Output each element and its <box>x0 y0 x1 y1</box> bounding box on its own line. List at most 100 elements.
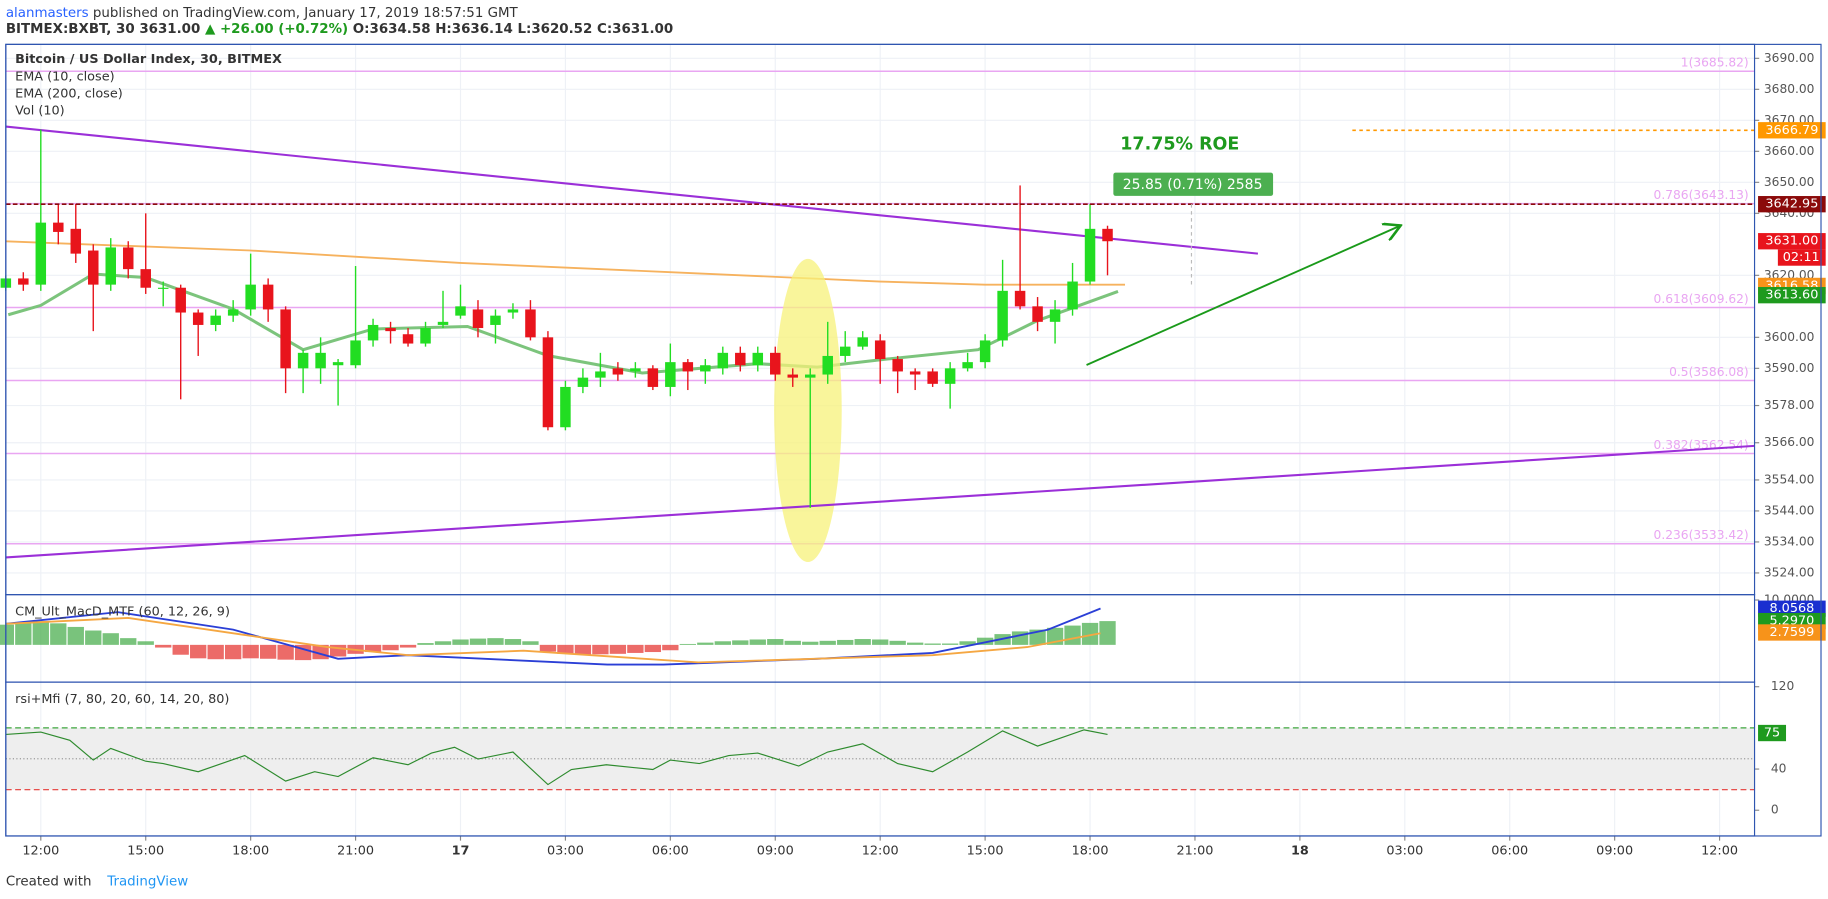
histogram-bar <box>32 621 49 645</box>
histogram-bar <box>452 639 469 645</box>
histogram-bar <box>155 644 172 648</box>
candle-body <box>367 324 379 341</box>
x-tick-label: 06:00 <box>652 844 689 859</box>
candle-body <box>804 374 816 378</box>
candle-body <box>472 309 484 329</box>
histogram-bar <box>67 626 84 645</box>
y-tick-label: 3544.00 <box>1764 503 1815 517</box>
candle-body <box>105 247 116 285</box>
histogram-bar <box>732 640 749 645</box>
candle-body <box>1084 228 1096 282</box>
histogram-bar <box>137 641 154 645</box>
histogram-bar <box>190 644 207 659</box>
price-badge <box>1758 233 1826 250</box>
candle-body <box>787 374 799 378</box>
countdown-label: 02:11 <box>1783 250 1820 265</box>
candle-body <box>560 386 571 428</box>
histogram-bar <box>225 644 242 660</box>
histogram-bar <box>487 638 504 645</box>
countdown-badge <box>1777 249 1826 266</box>
candle-body <box>857 337 868 347</box>
last: 3631.00 <box>139 22 200 37</box>
fib-label: 0.786(3643.13) <box>1654 188 1749 202</box>
x-tick-label: 09:00 <box>757 844 794 859</box>
y-tick-label: 120 <box>1771 679 1794 693</box>
chart-title: Bitcoin / US Dollar Index, 30, BITMEX <box>15 52 282 67</box>
histogram-bar <box>0 624 14 645</box>
candle-body <box>1067 281 1078 310</box>
candle-body <box>1102 228 1113 242</box>
candle-body <box>717 352 729 369</box>
histogram-bar <box>522 641 539 645</box>
candle-body <box>245 284 256 310</box>
footer-created: Created with <box>6 874 92 889</box>
y-tick-label: 3660.00 <box>1764 144 1815 158</box>
candle-body <box>595 371 606 378</box>
panel-title: CM_Ult_MacD_MTF (60, 12, 26, 9) <box>15 605 230 620</box>
histogram-bar <box>382 644 399 651</box>
histogram-bar <box>1081 622 1099 645</box>
price-badge-label: 3666.79 <box>1765 123 1818 138</box>
histogram-bar <box>644 644 662 653</box>
y-tick-label: 3680.00 <box>1764 82 1815 96</box>
candle-body <box>70 228 82 254</box>
plot-layer: 12:00 15:00 18:00 21:00 17 03:00 06:00 09:00 12:… <box>0 44 1826 859</box>
candle-body <box>700 365 711 372</box>
fib-label: 1(3685.82) <box>1681 56 1749 70</box>
value-badge-label: 75 <box>1764 726 1780 741</box>
y-tick-label: 40 <box>1771 762 1787 776</box>
candle-body <box>577 377 589 387</box>
footer-brand[interactable]: TradingView <box>106 874 188 889</box>
price-badge-label: 3631.00 <box>1765 234 1818 249</box>
candle-body <box>927 371 938 384</box>
histogram-bar <box>277 644 294 660</box>
histogram-bar <box>907 642 924 645</box>
candle-body <box>332 362 344 366</box>
trend-line <box>5 125 1259 255</box>
price-badge <box>1758 122 1826 139</box>
candle-body <box>752 352 764 366</box>
candle-body <box>53 222 64 232</box>
price-badge-label: 3613.60 <box>1765 288 1818 303</box>
open: O:3634.58 <box>353 22 431 37</box>
candle-body <box>1014 290 1026 307</box>
x-tick-label: 17 <box>452 844 470 859</box>
histogram-bar <box>749 639 766 645</box>
x-tick-label: 03:00 <box>1386 844 1423 859</box>
histogram-bar <box>819 640 836 645</box>
price-badge <box>1758 624 1826 641</box>
candle-body <box>88 250 99 285</box>
published: published on TradingView.com, January 17… <box>93 6 519 21</box>
candle-body <box>1032 306 1043 322</box>
histogram-bar <box>1064 625 1081 645</box>
histogram-bar <box>837 639 854 645</box>
candle-body <box>385 328 396 332</box>
author[interactable]: alanmasters <box>6 6 89 21</box>
histogram-bar <box>872 639 889 645</box>
candle-body <box>962 362 973 369</box>
change: ▲ +26.00 (+0.72%) <box>205 22 348 37</box>
histogram-bar <box>784 640 801 645</box>
macd-line <box>5 607 1101 666</box>
legend-entry: EMA (200, close) <box>15 86 123 101</box>
ema-line <box>7 272 1119 375</box>
symbol-line: BITMEX:BXBT, 30 3631.00 ▲ +26.00 (+0.72%… <box>6 22 673 37</box>
candle-body <box>944 368 956 384</box>
histogram-bar <box>259 644 277 659</box>
volume-label: Vol (10) <box>15 103 65 118</box>
histogram-bar <box>697 642 714 645</box>
candle-body <box>280 309 291 369</box>
candle-body <box>839 346 851 356</box>
candle-body <box>490 315 501 325</box>
measure-box <box>1113 172 1274 196</box>
candle-body <box>874 340 886 360</box>
candle-body <box>542 337 554 428</box>
histogram-bar <box>364 644 382 653</box>
candle-body <box>647 368 659 387</box>
x-tick-label: 21:00 <box>1176 844 1213 859</box>
price-badge-label: 3642.95 <box>1765 197 1818 212</box>
y-tick-label: 3590.00 <box>1764 361 1815 375</box>
candle-body <box>770 352 781 375</box>
candle-body <box>997 290 1008 341</box>
price-badge <box>1758 287 1826 304</box>
